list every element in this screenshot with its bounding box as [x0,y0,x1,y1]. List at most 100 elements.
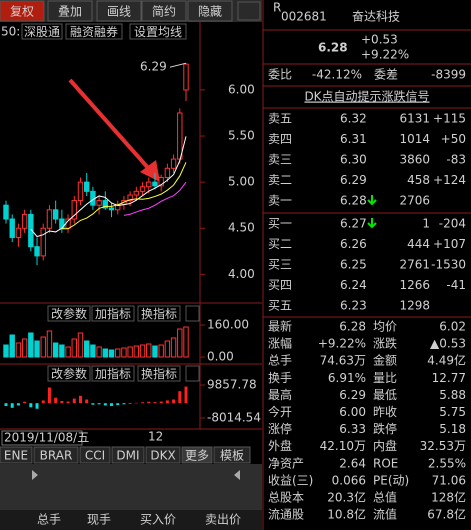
book-price: 6.30 [340,153,367,167]
ma-label: 50: [1,25,20,39]
tab-bg[interactable] [111,446,145,464]
panel-button[interactable]: 改参数 [51,306,87,321]
book-label: 买一 [268,217,292,231]
toolbar-button[interactable]: 简约 [152,4,176,19]
candle-body [40,227,46,257]
stat-value: 42.10万 [320,439,366,453]
toolbar-button[interactable]: 画线 [107,5,131,19]
volume-bar [83,340,90,358]
panel-close[interactable] [185,305,200,322]
book-volume: 444 [407,237,430,251]
tab-bg[interactable] [181,446,213,464]
volume-bar [15,342,22,358]
stat-label: 最低 [373,388,397,402]
panel-button[interactable]: 加指标 [95,366,131,381]
y-tick-label: -8014.54 [207,411,261,425]
tab[interactable]: 模板 [220,449,244,463]
macd-bar [72,398,76,404]
panel-button[interactable]: 换指标 [141,306,177,321]
toolbar-button-bg[interactable] [96,0,142,22]
tab[interactable]: BRAR [40,449,73,463]
panel-button[interactable]: 加指标 [95,306,131,321]
book-change: -204 [439,217,466,231]
panel-button-bg[interactable] [47,305,91,322]
tab-bg[interactable] [33,446,79,464]
toolbar-button-bg[interactable] [187,0,233,22]
last-price: 6.28 [318,41,348,55]
book-price: 6.23 [340,299,367,313]
stat-label: 涨停 [268,421,292,436]
book-label: 买四 [268,278,292,292]
signal-link[interactable]: DK点自动提示涨跌信号 [304,89,429,104]
book-volume: 2761 [399,258,430,272]
panel-button[interactable]: 改参数 [51,366,87,381]
stat-value: 2.64 [339,456,366,470]
volume-bar [34,340,40,358]
tab[interactable]: ENE [4,449,28,463]
macd-bar [47,387,51,404]
close-button[interactable] [237,1,261,21]
tab[interactable]: DMI [116,449,139,463]
panel-close[interactable] [185,365,200,382]
tab[interactable]: 更多 [185,449,209,463]
candle-body [46,209,53,229]
toolbar-button-bg[interactable] [141,0,187,22]
candle-body [139,186,146,192]
stat-label: 涨跌 [373,336,397,351]
stat-label: 内盘 [373,438,397,453]
stat-label: 量比 [373,371,397,385]
panel-button-bg[interactable] [91,305,135,322]
panel-button[interactable]: 换指标 [141,366,177,381]
panel-button-bg[interactable] [137,305,181,322]
header-button[interactable]: 设置均线 [134,25,182,39]
tab-bg[interactable] [145,446,181,464]
toolbar-button-bg[interactable] [47,0,93,22]
candle-body [83,181,90,192]
toolbar-button[interactable]: 隐藏 [198,5,222,19]
macd-bar [165,400,169,404]
book-change: -41 [446,278,466,292]
header-button[interactable]: 深股通 [24,25,60,39]
panel-button-bg[interactable] [137,365,181,382]
candle-body [127,194,133,202]
tab[interactable]: CCI [85,449,105,463]
stat-value: 6.02 [439,320,466,334]
macd-bar [110,403,114,406]
header-button-bg[interactable] [129,23,187,40]
price-pct: +9.22% [361,48,409,62]
macd-bar [16,403,20,406]
candle-body [77,181,84,202]
stat-value: 10.8亿 [327,507,366,522]
book-price: 6.26 [340,237,367,251]
volume-bar [183,326,189,358]
candle-body [164,167,171,179]
toolbar-button[interactable]: 叠加 [58,5,82,19]
header-button-bg[interactable] [21,23,63,40]
stat-label: 收益(三) [268,473,313,487]
volume-bar [9,334,15,358]
tab-bg[interactable] [213,446,251,464]
stat-value: 0.066 [332,473,366,487]
stat-label: 金额 [373,353,397,368]
macd-bar [41,400,45,404]
bid-diff: -8399 [431,68,466,82]
tab-bg[interactable] [0,446,33,464]
stock-name: 奋达科技 [352,10,400,24]
tab-bg[interactable] [79,446,111,464]
panel-button-bg[interactable] [47,365,91,382]
tab[interactable]: DKX [150,449,175,463]
stat-label: 涨幅 [268,336,292,351]
panel-button-bg[interactable] [91,365,135,382]
book-label: 买二 [268,237,292,251]
macd-bar [97,403,101,405]
book-price: 6.24 [340,278,367,292]
stat-value: 74.63万 [320,354,366,368]
stat-value: 6.33 [339,422,366,436]
volume-bar [46,330,53,358]
toolbar-button[interactable]: 复权 [10,5,34,19]
cursor-date: 2019/11/08/五 [4,431,89,445]
toolbar-button-bg[interactable] [0,0,45,22]
header-button[interactable]: 融资融券 [70,24,118,39]
header-button-bg[interactable] [65,23,123,40]
stat-value: 6.91% [328,371,366,385]
